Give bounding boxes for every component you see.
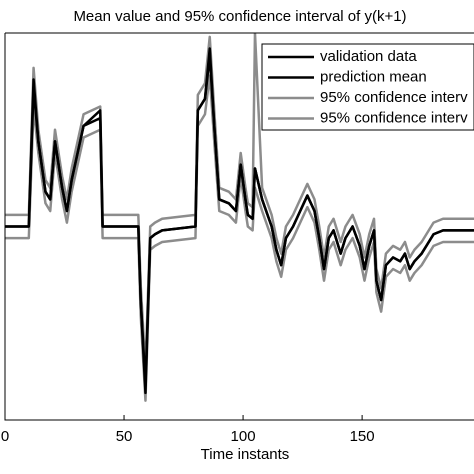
x-tick-label: 0 <box>1 428 9 445</box>
chart-title: Mean value and 95% confidence interval o… <box>73 8 406 25</box>
series-line <box>5 33 474 371</box>
x-tick-label: 100 <box>231 428 256 445</box>
series-line <box>5 47 474 395</box>
x-axis-label: Time instants <box>201 446 290 463</box>
legend-label: 95% confidence interv <box>320 109 468 126</box>
legend: validation data prediction mean 95% confid… <box>261 43 474 131</box>
x-tick-label: 150 <box>350 428 375 445</box>
series-line <box>5 74 474 402</box>
legend-box <box>261 43 474 131</box>
legend-label: 95% confidence interv <box>320 89 468 106</box>
legend-label: validation data <box>320 48 417 65</box>
plot-area <box>5 33 474 402</box>
legend-label: prediction mean <box>320 68 427 85</box>
x-tick-label: 50 <box>116 428 133 445</box>
